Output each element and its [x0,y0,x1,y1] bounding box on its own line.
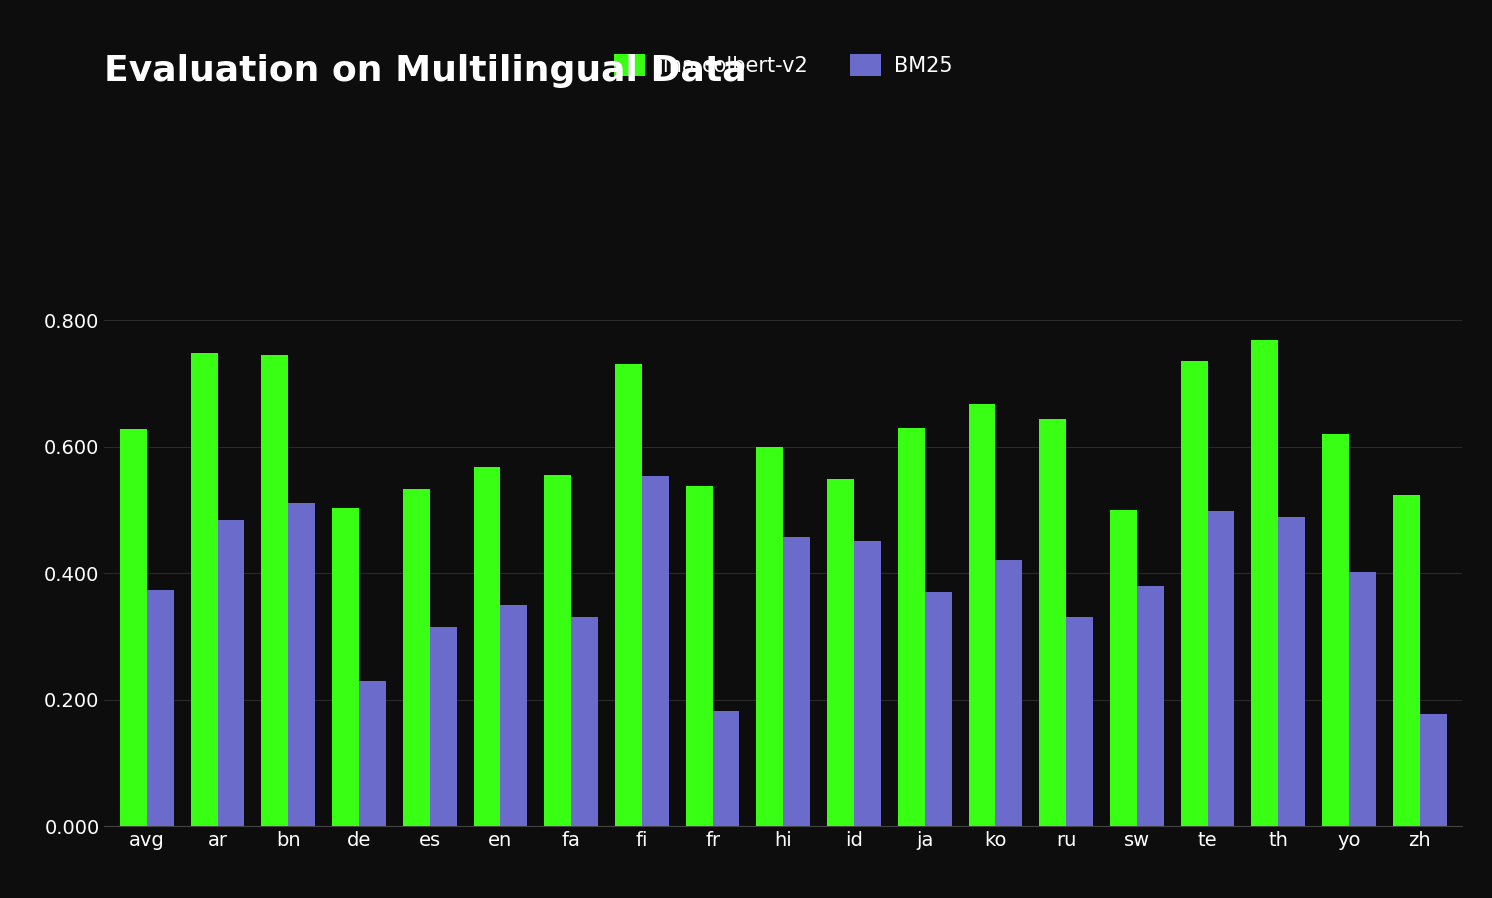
Bar [146,590,173,826]
Bar [571,618,598,826]
Bar [898,427,925,826]
Bar [1067,618,1094,826]
Bar [403,489,430,826]
Bar [853,541,880,826]
Bar [827,479,853,826]
Bar [545,475,571,826]
Text: Evaluation on Multilingual Data: Evaluation on Multilingual Data [104,54,747,88]
Bar [473,468,500,826]
Bar [968,404,995,826]
Bar [261,355,288,826]
Bar [288,504,315,826]
Bar [995,560,1022,826]
Bar [686,486,713,826]
Bar [430,627,457,826]
Bar [191,353,218,826]
Bar [1040,419,1067,826]
Bar [1110,510,1137,826]
Bar [1252,339,1279,826]
Bar [1137,585,1164,826]
Bar [783,537,810,826]
Bar [333,508,360,826]
Bar [360,681,386,826]
Bar [1420,714,1447,826]
Bar [1207,511,1234,826]
Bar [615,365,642,826]
Bar [119,429,146,826]
Legend: jina-colbert-v2, BM25: jina-colbert-v2, BM25 [606,46,961,84]
Bar [1180,361,1207,826]
Bar [642,476,668,826]
Bar [925,592,952,826]
Bar [1322,434,1349,826]
Bar [1349,572,1376,826]
Bar [218,520,245,826]
Bar [1394,496,1420,826]
Bar [713,711,740,826]
Bar [756,446,783,826]
Bar [500,604,527,826]
Bar [1279,517,1306,826]
